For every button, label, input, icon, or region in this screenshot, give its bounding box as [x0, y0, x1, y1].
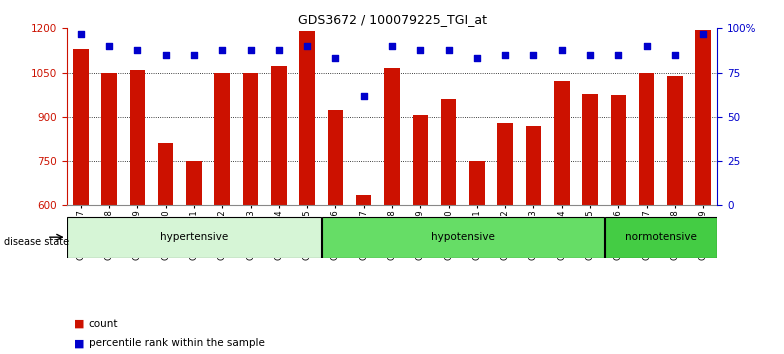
- Point: [414, 47, 426, 52]
- Text: count: count: [89, 319, 118, 329]
- Bar: [356, 195, 372, 205]
- Point: [641, 43, 653, 49]
- Point: [499, 52, 511, 58]
- Point: [556, 47, 568, 52]
- Bar: [469, 161, 485, 205]
- Point: [301, 43, 314, 49]
- Point: [216, 47, 228, 52]
- Point: [74, 31, 87, 36]
- Bar: [215, 73, 230, 205]
- Point: [527, 52, 539, 58]
- Bar: [554, 81, 569, 205]
- Text: hypotensive: hypotensive: [430, 232, 495, 242]
- Bar: [271, 66, 287, 205]
- Point: [187, 52, 200, 58]
- Bar: [243, 73, 258, 205]
- Point: [584, 52, 597, 58]
- Bar: [186, 161, 201, 205]
- Point: [697, 31, 710, 36]
- Bar: [384, 68, 400, 205]
- Bar: [67, 217, 321, 258]
- Bar: [639, 73, 655, 205]
- Point: [131, 47, 143, 52]
- Point: [386, 43, 398, 49]
- Point: [612, 52, 625, 58]
- Bar: [328, 110, 343, 205]
- Bar: [604, 217, 717, 258]
- Point: [358, 93, 370, 98]
- Bar: [299, 31, 315, 205]
- Point: [103, 43, 115, 49]
- Text: ■: ■: [74, 338, 85, 348]
- Bar: [101, 73, 117, 205]
- Bar: [667, 75, 683, 205]
- Bar: [611, 95, 626, 205]
- Point: [245, 47, 257, 52]
- Text: hypertensive: hypertensive: [160, 232, 228, 242]
- Bar: [129, 70, 145, 205]
- Point: [159, 52, 172, 58]
- Bar: [158, 143, 173, 205]
- Point: [442, 47, 455, 52]
- Bar: [583, 94, 598, 205]
- Bar: [412, 115, 428, 205]
- Text: percentile rank within the sample: percentile rank within the sample: [89, 338, 264, 348]
- Point: [273, 47, 285, 52]
- Text: ■: ■: [74, 319, 85, 329]
- Bar: [441, 99, 456, 205]
- Point: [669, 52, 681, 58]
- Bar: [497, 123, 513, 205]
- Title: GDS3672 / 100079225_TGI_at: GDS3672 / 100079225_TGI_at: [297, 13, 487, 26]
- Bar: [322, 217, 604, 258]
- Text: normotensive: normotensive: [625, 232, 697, 242]
- Bar: [526, 126, 541, 205]
- Point: [470, 56, 483, 61]
- Bar: [695, 30, 711, 205]
- Point: [329, 56, 342, 61]
- Bar: [73, 49, 89, 205]
- Text: disease state: disease state: [4, 238, 69, 247]
